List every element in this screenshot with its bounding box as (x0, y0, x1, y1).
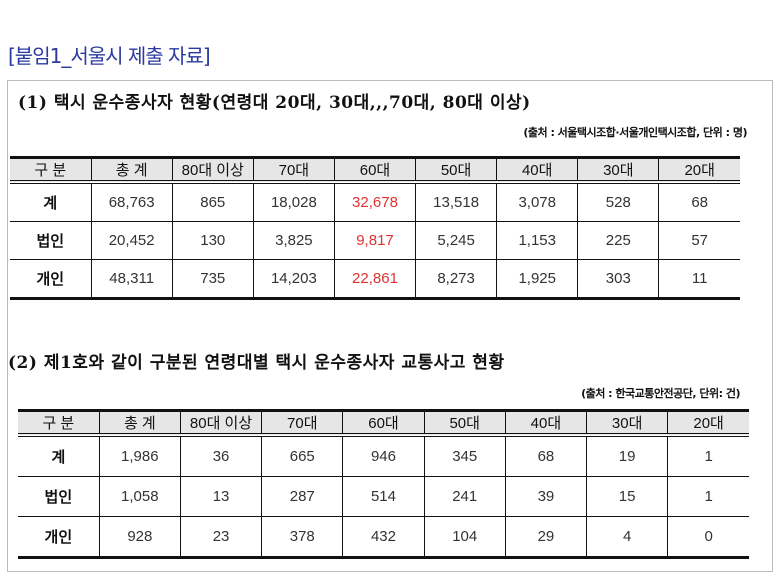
table-cell: 9,817 (333, 221, 416, 260)
table-cell: 241 (423, 476, 506, 517)
table-cell: 130 (171, 221, 254, 260)
table-cell: 36 (179, 434, 262, 477)
section1-title: (1) 택시 운수종사자 현황(연령대 20대, 30대,,,70대, 80대 … (18, 93, 531, 113)
column-header: 20대 (667, 409, 749, 437)
column-header: 60대 (342, 409, 425, 437)
section2-source: (출처 : 한국교통안전공단, 단위: 건) (581, 387, 740, 400)
table-cell: 13,518 (415, 181, 497, 222)
table-cell: 29 (504, 516, 587, 559)
table-cell: 1,058 (98, 476, 181, 517)
table-cell: 0 (667, 516, 749, 559)
table-row: 개인 48,311 735 14,203 22,861 8,273 1,925 303 11 (10, 259, 740, 300)
column-header: 50대 (415, 156, 497, 184)
table-cell: 13 (179, 476, 262, 517)
table-cell: 22,861 (333, 259, 416, 300)
table-row: 계 68,763 865 18,028 32,678 13,518 3,078 528 68 (10, 181, 740, 222)
row-header: 계 (10, 181, 92, 222)
table-cell: 4 (586, 516, 668, 559)
table-row: 계 1,986 36 665 946 345 68 19 1 (18, 434, 749, 477)
column-header: 총 계 (90, 156, 173, 184)
row-header: 개인 (10, 259, 92, 300)
table-cell: 1 (667, 476, 749, 517)
column-header: 70대 (261, 409, 343, 437)
row-header: 법인 (10, 221, 92, 260)
table-cell: 287 (261, 476, 343, 517)
document-title: [붙임1_서울시 제출 자료] (8, 44, 211, 68)
table-cell: 303 (577, 259, 659, 300)
column-header: 구 분 (10, 156, 92, 184)
column-header: 80대 이상 (179, 409, 262, 437)
table-cell: 48,311 (90, 259, 173, 300)
table-cell: 946 (342, 434, 425, 477)
table-row: 법인 20,452 130 3,825 9,817 5,245 1,153 225 57 (10, 221, 740, 260)
column-header: 80대 이상 (171, 156, 254, 184)
section1-source: (출처 : 서울택시조합·서울개인택시조합, 단위 : 명) (523, 126, 747, 139)
table-cell: 345 (423, 434, 506, 477)
table-cell: 1 (667, 434, 749, 477)
table-cell: 57 (658, 221, 740, 260)
table-cell: 528 (577, 181, 659, 222)
table-cell: 378 (261, 516, 343, 559)
table-cell: 68 (504, 434, 587, 477)
table-cell: 735 (171, 259, 254, 300)
table-cell: 3,825 (252, 221, 335, 260)
table-cell: 18,028 (252, 181, 335, 222)
table-cell: 104 (423, 516, 506, 559)
column-header: 30대 (577, 156, 659, 184)
column-header: 40대 (496, 156, 578, 184)
table-cell: 665 (261, 434, 343, 477)
table-cell: 1,986 (98, 434, 181, 477)
row-header: 법인 (18, 476, 100, 517)
column-header: 30대 (586, 409, 668, 437)
table-cell: 865 (171, 181, 254, 222)
table-cell: 11 (658, 259, 740, 300)
column-header: 총 계 (98, 409, 181, 437)
table-row: 법인 1,058 13 287 514 241 39 15 1 (18, 476, 749, 517)
table-cell: 23 (179, 516, 262, 559)
table-cell: 5,245 (415, 221, 497, 260)
table-cell: 68,763 (90, 181, 173, 222)
row-header: 개인 (18, 516, 100, 559)
document-frame (7, 80, 773, 572)
column-header: 70대 (252, 156, 335, 184)
table-cell: 19 (586, 434, 668, 477)
table-cell: 32,678 (333, 181, 416, 222)
table-cell: 1,925 (496, 259, 578, 300)
table-cell: 39 (504, 476, 587, 517)
section2-title: (2) 제1호와 같이 구분된 연령대별 택시 운수종사자 교통사고 현황 (8, 353, 505, 373)
table-cell: 432 (342, 516, 425, 559)
table-cell: 225 (577, 221, 659, 260)
column-header: 20대 (658, 156, 740, 184)
table-cell: 68 (658, 181, 740, 222)
table-cell: 3,078 (496, 181, 578, 222)
table-cell: 14,203 (252, 259, 335, 300)
column-header: 60대 (333, 156, 416, 184)
row-header: 계 (18, 434, 100, 477)
table-cell: 1,153 (496, 221, 578, 260)
table-row: 개인 928 23 378 432 104 29 4 0 (18, 516, 749, 559)
table-cell: 514 (342, 476, 425, 517)
column-header: 40대 (504, 409, 587, 437)
table-cell: 20,452 (90, 221, 173, 260)
column-header: 50대 (423, 409, 506, 437)
table-cell: 928 (98, 516, 181, 559)
table-cell: 8,273 (415, 259, 497, 300)
column-header: 구 분 (18, 409, 100, 437)
table-cell: 15 (586, 476, 668, 517)
